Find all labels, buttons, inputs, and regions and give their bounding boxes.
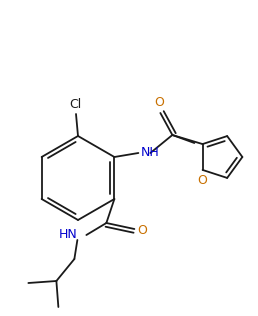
Text: Cl: Cl: [69, 98, 81, 111]
Text: HN: HN: [59, 228, 77, 241]
Text: NH: NH: [140, 147, 159, 160]
Text: O: O: [137, 223, 147, 236]
Text: O: O: [198, 174, 207, 187]
Text: O: O: [155, 96, 164, 109]
